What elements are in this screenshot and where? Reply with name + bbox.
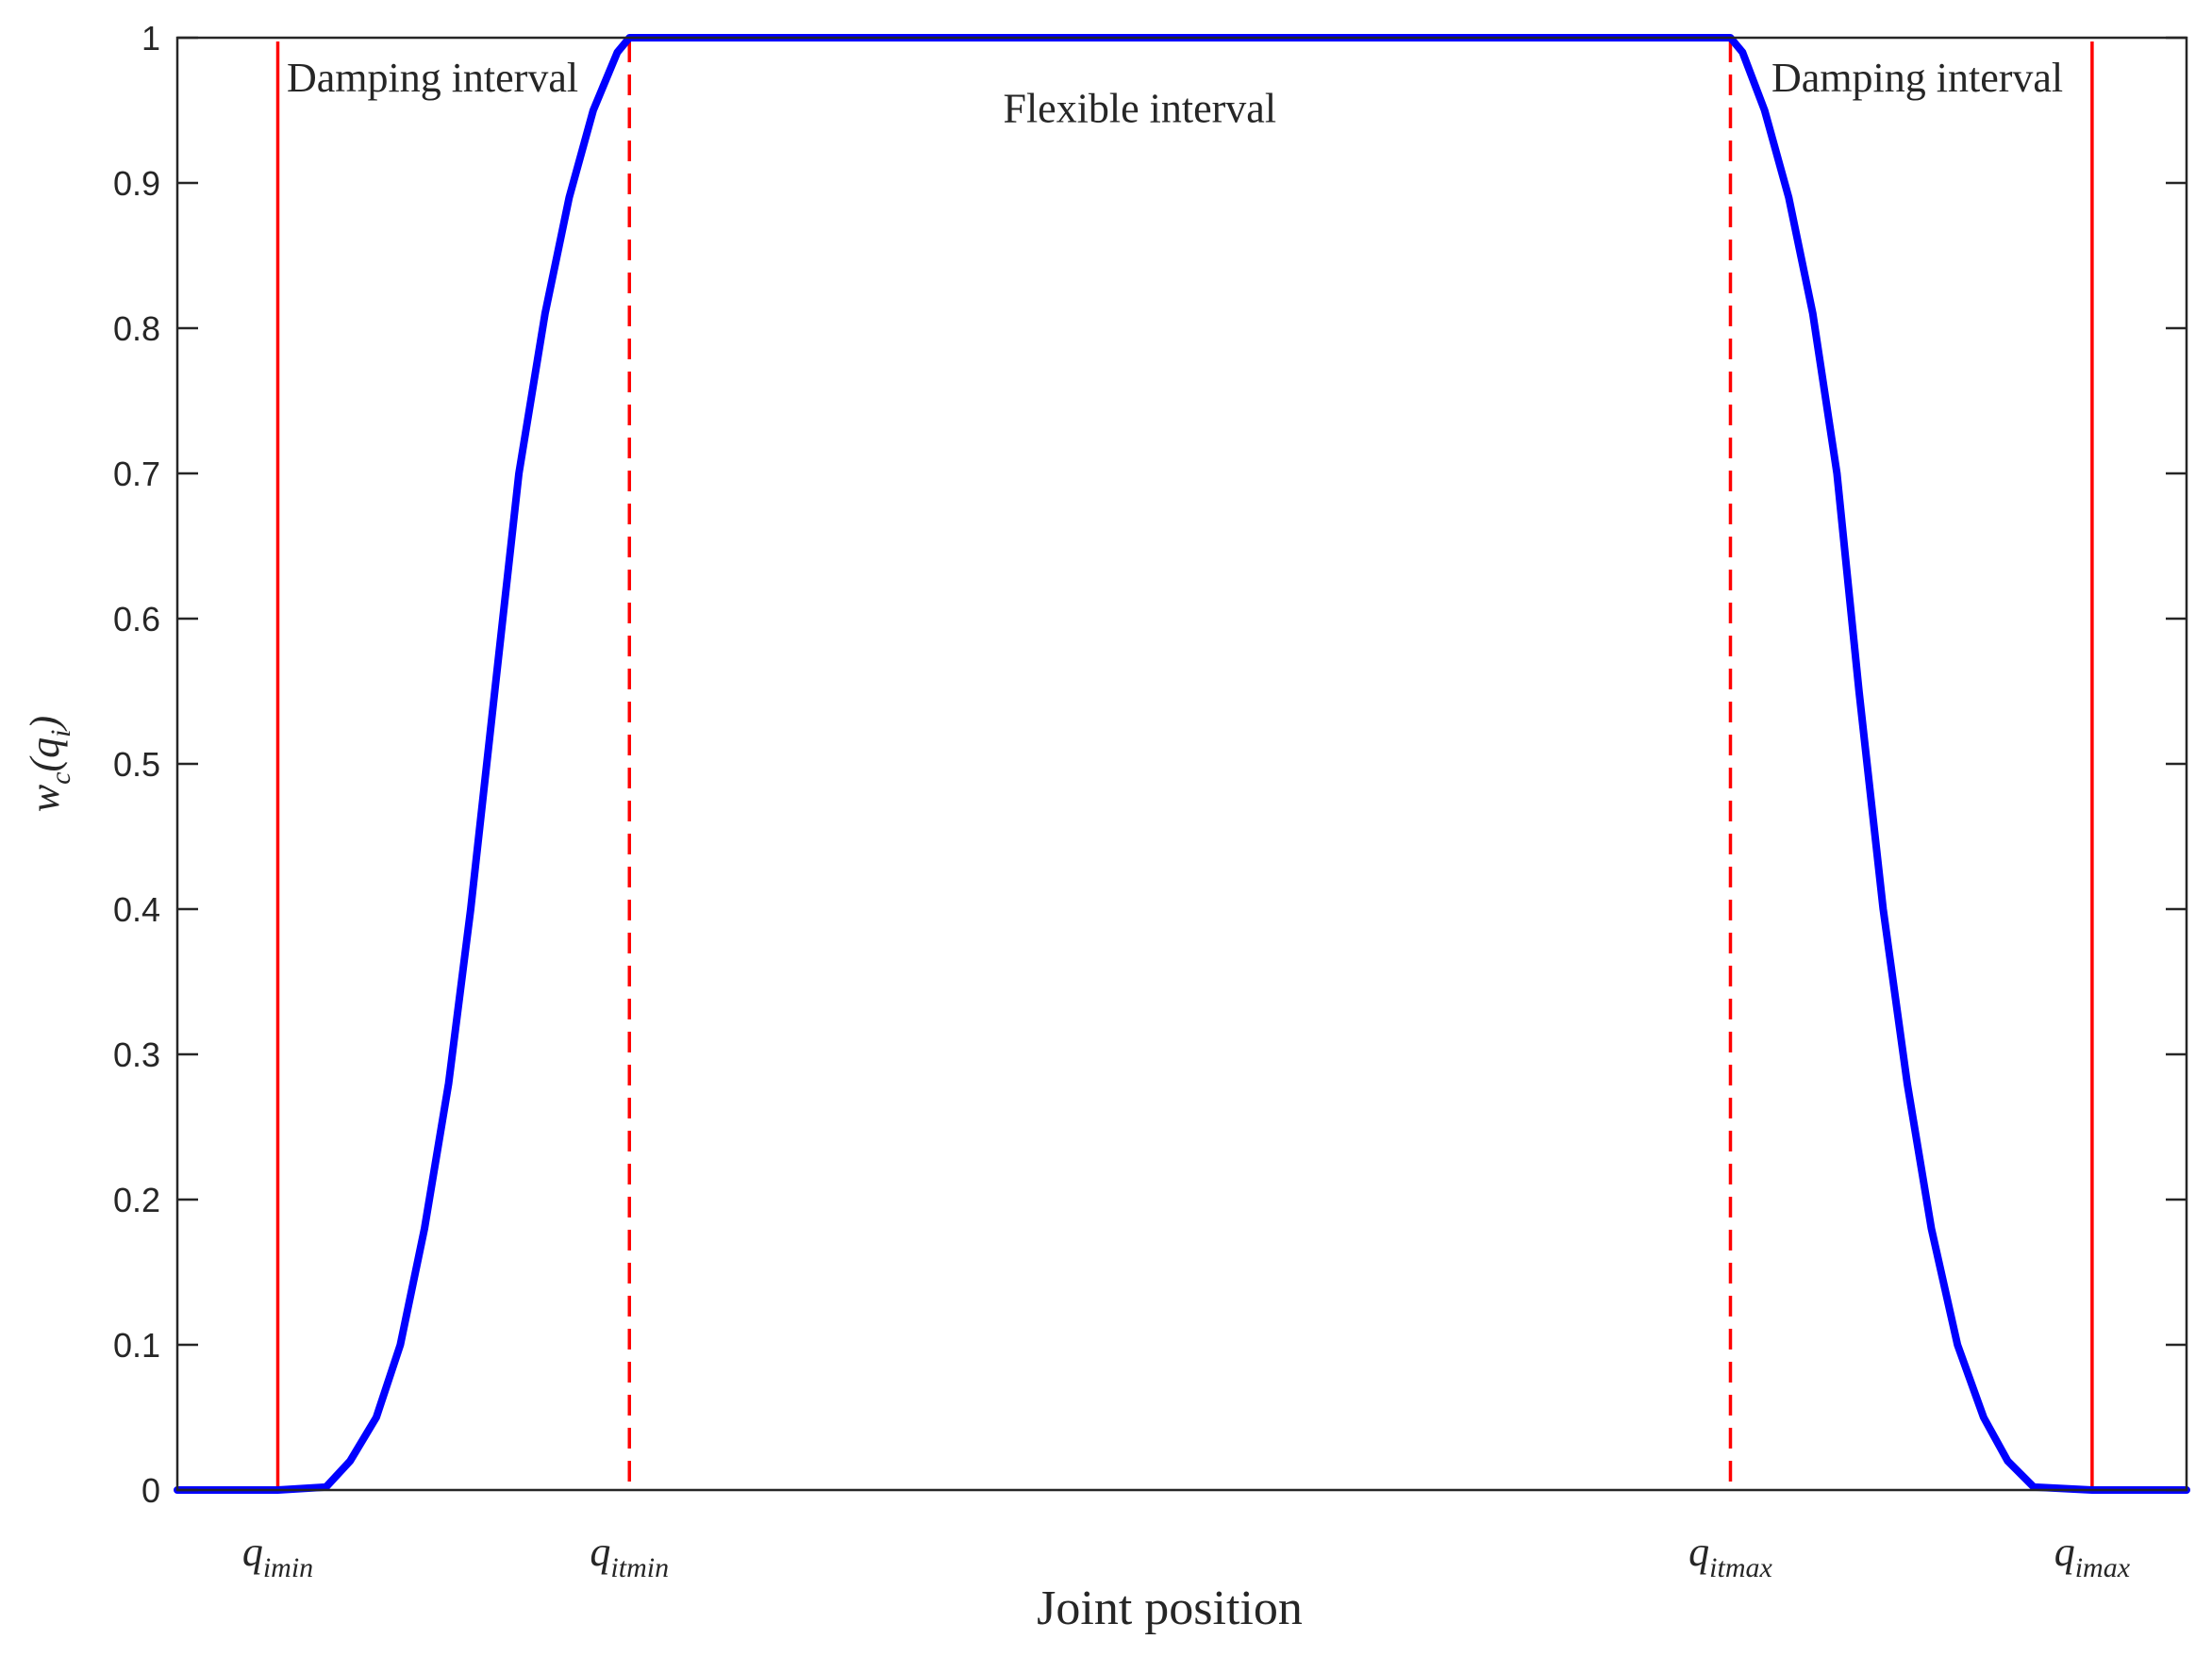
- x-marker-labels: qimin qitmin qitmax qimax: [242, 1529, 2131, 1583]
- y-tick-label: 0.9: [113, 164, 160, 203]
- x-marker-label-imin: qimin: [242, 1529, 313, 1583]
- annotation-2: Damping interval: [1771, 55, 2063, 101]
- y-tick-label: 0: [141, 1471, 160, 1510]
- x-marker-label-imax: qimax: [2054, 1529, 2131, 1583]
- y-tick-label: 0.3: [113, 1035, 160, 1074]
- y-tick-label: 0.8: [113, 309, 160, 348]
- y-tick-label: 0.4: [113, 890, 160, 929]
- series-line: [174, 34, 2190, 1494]
- y-tick-label: 0.7: [113, 455, 160, 493]
- plot-frame: [175, 36, 2188, 1492]
- interval-annotations: Damping interval Flexible interval Damping…: [287, 55, 2063, 131]
- y-tick-label: 1: [141, 19, 160, 58]
- x-axis-label: Joint position: [1037, 1581, 1303, 1635]
- annotation-1: Flexible interval: [1003, 85, 1276, 131]
- y-tick-label: 0.6: [113, 600, 160, 638]
- x-marker-label-itmin: qitmin: [590, 1529, 669, 1583]
- boundary-lines: [275, 41, 2094, 1490]
- y-axis-label: wc(qi): [22, 716, 76, 812]
- y-tick-label: 0.1: [113, 1326, 160, 1365]
- y-axis: 0 0.1 0.2 0.3 0.4 0.5 0.6 0.7 0.8 0.9 1: [113, 19, 2187, 1510]
- annotation-0: Damping interval: [287, 55, 578, 101]
- x-marker-label-itmax: qitmax: [1688, 1529, 1772, 1583]
- y-tick-label: 0.5: [113, 745, 160, 784]
- series-layer: [174, 34, 2190, 1494]
- y-tick-label: 0.2: [113, 1181, 160, 1219]
